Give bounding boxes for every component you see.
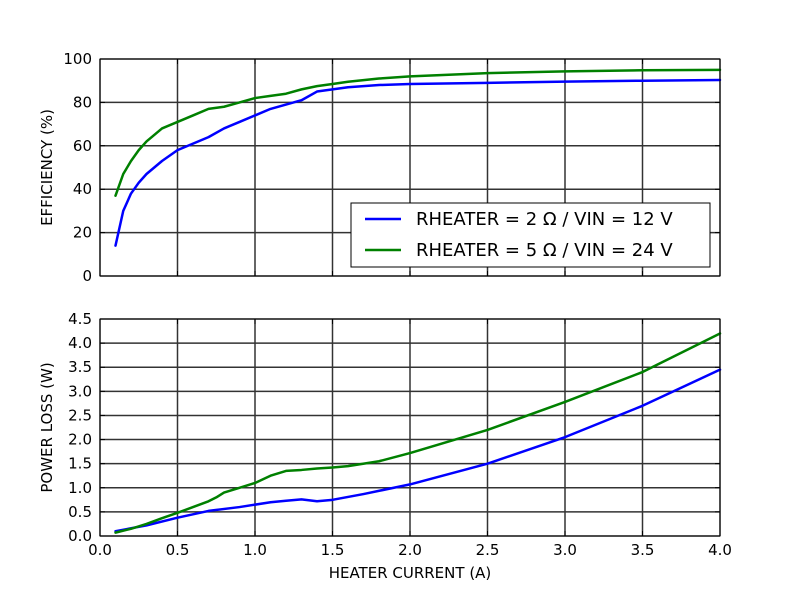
power-loss-xtick-label: 1.0 [243, 541, 267, 559]
power-loss-xtick-label: 1.5 [321, 541, 345, 559]
efficiency-ticks: 0 20 40 60 80 100 [63, 50, 721, 285]
power-loss-xtick-label: 2.0 [398, 541, 422, 559]
efficiency-series-1-line [114, 68, 722, 197]
power-loss-ytick-label: 2.0 [68, 431, 92, 449]
power-loss-ytick-label: 0.5 [68, 503, 92, 521]
power-loss-ticks: 0.0 0.5 1.0 1.5 2.0 2.5 3.0 3.5 4.0 0.0 0.5 1.0 1.5 2… [68, 310, 732, 559]
power-loss-xtick-label: 0.0 [88, 541, 112, 559]
heater-current-xlabel: HEATER CURRENT (A) [329, 564, 492, 582]
legend-label-series-1: RHEATER = 5 Ω / VIN = 24 V [416, 240, 673, 261]
power-loss-ytick-label: 3.0 [68, 382, 92, 400]
power-loss-xtick-label: 2.5 [476, 541, 500, 559]
power-loss-xtick-label: 4.0 [708, 541, 732, 559]
legend: RHEATER = 2 Ω / VIN = 12 V RHEATER = 5 Ω… [350, 202, 711, 268]
legend-label-series-0: RHEATER = 2 Ω / VIN = 12 V [416, 209, 673, 230]
power-loss-xtick-label: 3.0 [553, 541, 577, 559]
power-loss-xtick-label: 3.5 [631, 541, 655, 559]
power-loss-ytick-label: 4.5 [68, 310, 92, 328]
power-loss-ytick-label: 0.0 [68, 527, 92, 545]
efficiency-panel: 0 20 40 60 80 100 EFFICIENCY (%) RHEATER = 2 … [38, 50, 722, 285]
power-loss-ytick-label: 2.5 [68, 406, 92, 424]
power-loss-series-1-line [114, 332, 722, 534]
power-loss-ytick-label: 1.0 [68, 479, 92, 497]
efficiency-ytick-label: 60 [73, 137, 92, 155]
efficiency-ylabel: EFFICIENCY (%) [38, 109, 56, 226]
efficiency-ytick-label: 80 [73, 93, 92, 111]
power-loss-ytick-label: 1.5 [68, 455, 92, 473]
efficiency-series [114, 68, 722, 247]
legend-box [350, 202, 711, 268]
efficiency-ytick-label: 20 [73, 224, 92, 242]
power-loss-panel: 0.0 0.5 1.0 1.5 2.0 2.5 3.0 3.5 4.0 0.0 0.5 1.0 1.5 2… [38, 310, 732, 582]
power-loss-ytick-label: 4.0 [68, 334, 92, 352]
efficiency-series-0-line [114, 78, 722, 247]
efficiency-ytick-label: 40 [73, 180, 92, 198]
power-loss-ytick-label: 3.5 [68, 358, 92, 376]
power-loss-xtick-label: 0.5 [166, 541, 190, 559]
power-loss-series [114, 332, 722, 534]
power-loss-series-0-line [114, 368, 722, 533]
efficiency-ytick-label: 100 [63, 50, 92, 68]
power-loss-ylabel: POWER LOSS (W) [38, 362, 56, 492]
efficiency-ytick-label: 0 [82, 267, 92, 285]
